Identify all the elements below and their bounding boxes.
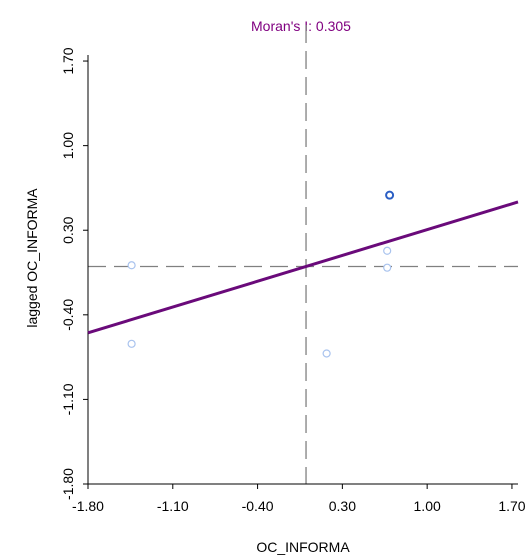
- data-point: [127, 261, 136, 270]
- y-tick-label: -0.40: [60, 299, 76, 331]
- data-point: [127, 339, 136, 348]
- y-tick-label: -1.10: [60, 383, 76, 415]
- chart-title: Moran's I: 0.305: [251, 18, 351, 34]
- selected-data-point: [385, 190, 395, 200]
- data-point: [383, 263, 392, 272]
- y-axis-ticks: -1.80 -1.10 -0.40 0.30 1.00 1.70: [60, 47, 88, 500]
- regression-line: [87, 200, 519, 335]
- x-tick-label: 0.30: [329, 498, 356, 514]
- x-tick-label: 1.70: [498, 498, 525, 514]
- y-axis-title: lagged OC_INFORMA: [24, 188, 40, 328]
- y-tick-label: 0.30: [60, 216, 76, 243]
- x-tick-label: 1.00: [414, 498, 441, 514]
- x-axis-title: OC_INFORMA: [256, 539, 350, 555]
- x-tick-label: -0.40: [242, 498, 274, 514]
- x-axis-ticks: -1.80 -1.10 -0.40 0.30 1.00 1.70: [72, 484, 526, 514]
- y-tick-label: -1.80: [60, 468, 76, 500]
- x-tick-label: -1.10: [157, 498, 189, 514]
- data-point: [322, 349, 331, 358]
- axes: [87, 55, 518, 485]
- x-tick-label: -1.80: [72, 498, 104, 514]
- data-point: [383, 246, 392, 255]
- y-tick-label: 1.70: [60, 47, 76, 74]
- data-points: [127, 190, 395, 358]
- mean-lines: [88, 25, 518, 484]
- y-tick-label: 1.00: [60, 132, 76, 159]
